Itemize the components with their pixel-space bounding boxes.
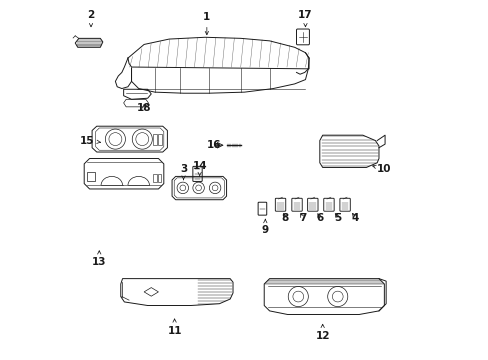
Text: 11: 11 [167,319,182,336]
Text: 16: 16 [206,140,221,150]
Bar [153,134,156,145]
Bar [158,134,162,145]
Text: 7: 7 [298,213,305,222]
Text: 15: 15 [80,136,100,145]
Text: 4: 4 [351,213,359,222]
Text: 17: 17 [298,10,312,27]
Bar [153,174,156,182]
Text: 3: 3 [180,164,187,180]
Text: 2: 2 [87,10,95,27]
Text: 13: 13 [92,251,106,267]
Text: 12: 12 [315,324,329,341]
Text: 1: 1 [203,12,210,35]
Text: 18: 18 [137,103,151,113]
Text: 14: 14 [192,161,206,176]
Bar [158,174,161,182]
Text: 6: 6 [316,213,323,222]
Text: 10: 10 [372,164,391,174]
Text: 5: 5 [333,213,341,222]
Text: 8: 8 [281,213,288,222]
Bar [87,172,95,181]
Text: 9: 9 [261,219,268,235]
